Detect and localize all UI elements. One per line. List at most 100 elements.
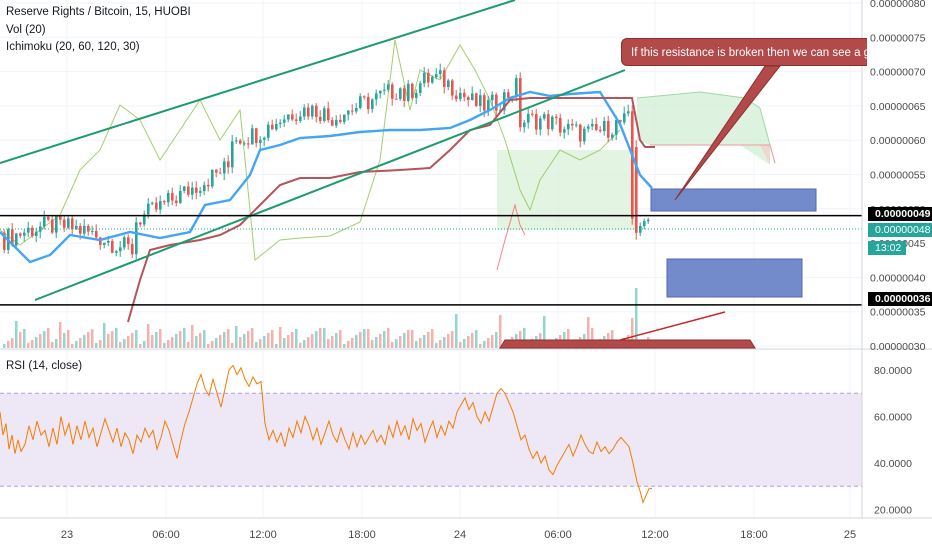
candle-body <box>431 77 434 83</box>
rsi-axis-tick: 20.0000 <box>874 505 912 517</box>
time-axis-tick: 12:00 <box>641 529 669 541</box>
volume-bar <box>95 343 98 348</box>
volume-bar <box>495 332 498 348</box>
candle-body <box>391 84 394 99</box>
volume-bar <box>375 337 378 348</box>
candle-body <box>363 96 366 98</box>
candle-body <box>179 190 182 204</box>
candle-body <box>595 123 598 130</box>
volume-bar <box>347 341 350 348</box>
volume-bar <box>19 332 22 348</box>
candle-body <box>243 143 246 145</box>
volume-bar <box>287 335 290 348</box>
volume-bar <box>371 340 374 348</box>
volume-bar <box>211 341 214 348</box>
candle-body <box>199 191 202 193</box>
volume-bar <box>67 330 70 348</box>
volume-bar <box>379 334 382 348</box>
volume-bar <box>135 330 138 348</box>
volume-bar <box>311 334 314 348</box>
candle-body <box>495 94 498 111</box>
candle-body <box>19 233 22 236</box>
volume-bar <box>387 328 390 348</box>
candle-body <box>47 216 50 220</box>
candle-body <box>463 92 466 98</box>
candle-body <box>31 227 34 237</box>
candle-body <box>227 161 230 168</box>
candle-body <box>571 123 574 126</box>
candle-body <box>139 222 142 225</box>
vol-indicator-label: Vol (20) <box>6 24 46 36</box>
ichimoku-indicator-label: Ichimoku (20, 60, 120, 30) <box>6 41 140 53</box>
candle-body <box>443 70 446 88</box>
candle-body <box>287 114 290 120</box>
volume-bar <box>323 328 326 348</box>
volume-bar <box>227 329 230 348</box>
candle-body <box>435 74 438 78</box>
volume-bar <box>195 336 198 348</box>
volume-bar <box>51 342 54 348</box>
volume-bar <box>319 328 322 348</box>
volume-bar <box>303 340 306 348</box>
candle-body <box>203 184 206 192</box>
volume-bar <box>355 335 358 348</box>
volume-bar <box>483 341 486 348</box>
resistance-callout[interactable]: If this resistance is broken then we can… <box>621 38 867 66</box>
volume-bar <box>259 339 262 348</box>
volume-bar <box>143 341 146 348</box>
volume-bar <box>163 343 166 348</box>
candle-body <box>23 232 26 236</box>
volume-bar <box>295 329 298 348</box>
volume-bar <box>439 340 442 348</box>
volume-bar <box>235 326 238 348</box>
candle-body <box>451 80 454 96</box>
candle-body <box>247 143 250 145</box>
volume-bar <box>487 338 490 348</box>
candle-body <box>127 237 130 245</box>
volume-bar <box>183 328 186 348</box>
candle-body <box>471 93 474 100</box>
candle-body <box>307 107 310 117</box>
price-axis-tick: 0.00000035 <box>870 307 926 319</box>
candle-body <box>235 140 238 142</box>
candle-body <box>359 96 362 108</box>
price-axis-panel <box>862 0 932 550</box>
candle-body <box>343 114 346 123</box>
volume-bar <box>247 331 250 348</box>
candle-body <box>623 113 626 123</box>
candle-body <box>215 169 218 173</box>
candle-body <box>163 201 166 203</box>
rsi-axis-tick: 80.0000 <box>874 365 912 377</box>
candle-body <box>479 95 482 107</box>
candle-body <box>283 119 286 123</box>
volume-bar <box>263 336 266 348</box>
candle-body <box>635 147 638 233</box>
candle-body <box>331 120 334 126</box>
candle-body <box>55 215 58 233</box>
candle-body <box>175 200 178 204</box>
volume-bar <box>399 336 402 348</box>
candle-body <box>159 201 162 210</box>
candle-body <box>559 117 562 133</box>
volume-bar <box>403 333 406 348</box>
candle-body <box>375 93 378 100</box>
volume-bar <box>283 338 286 348</box>
volume-bar <box>123 339 126 348</box>
candle-body <box>367 96 370 110</box>
candle-body <box>527 113 530 123</box>
leading-span-b <box>650 144 776 164</box>
time-axis-tick: 18:00 <box>740 529 768 541</box>
candle-body <box>403 88 406 101</box>
candle-body <box>315 105 318 117</box>
volume-bar <box>271 330 274 348</box>
volume-bar <box>591 328 594 348</box>
candle-body <box>347 110 350 115</box>
volume-bar <box>87 332 90 348</box>
candle-body <box>407 83 410 101</box>
candle-body <box>323 108 326 121</box>
candle-body <box>639 225 642 233</box>
candle-body <box>579 124 582 142</box>
volume-bar <box>467 336 470 348</box>
candle-body <box>131 244 134 255</box>
